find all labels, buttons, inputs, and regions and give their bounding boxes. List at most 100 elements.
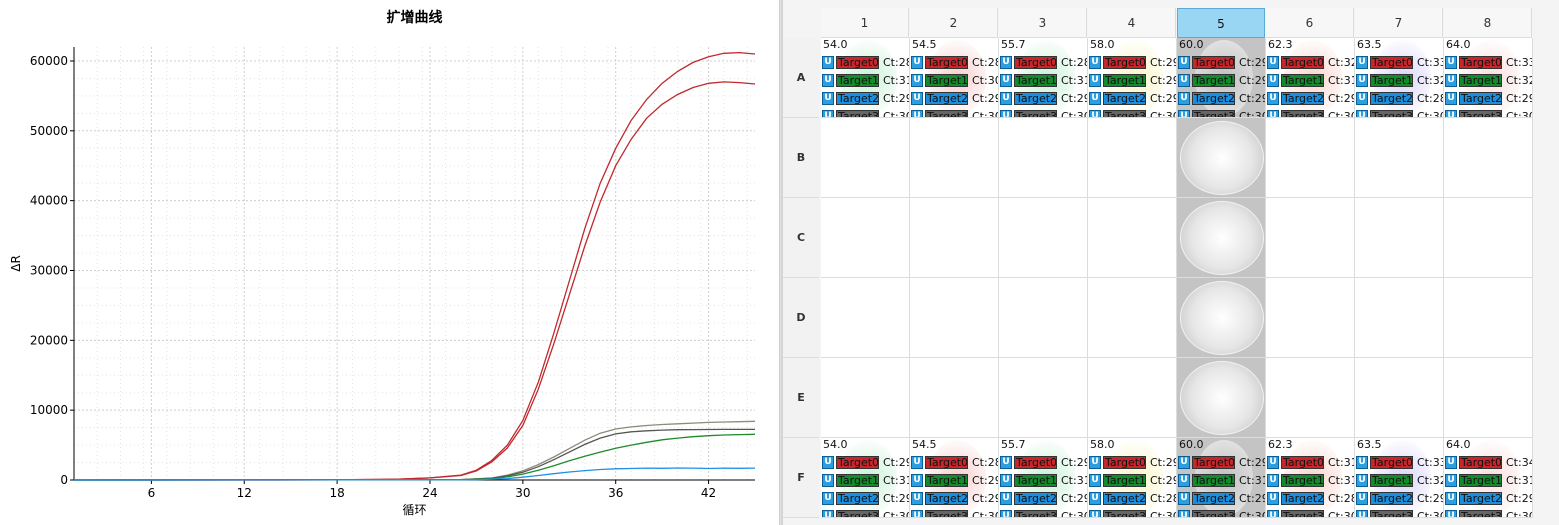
well-A7[interactable]: 63.5 U Target0 Ct:33 U Target1 Ct:32 U Target2 Ct… — [1355, 38, 1444, 118]
row-header-C[interactable]: C — [783, 198, 819, 278]
well-C5[interactable] — [1177, 198, 1266, 278]
unknown-sample-badge: U — [1445, 74, 1457, 87]
row-header-A[interactable]: A — [783, 38, 819, 118]
well-B7[interactable] — [1355, 118, 1444, 198]
unknown-sample-badge: U — [1000, 110, 1012, 117]
series-line-0[interactable] — [74, 51, 756, 481]
well-D2[interactable] — [910, 278, 999, 358]
series-line-4[interactable] — [73, 433, 756, 481]
column-header-7[interactable]: 7 — [1355, 8, 1443, 38]
target-label: Target2 — [836, 92, 879, 105]
column-header-4[interactable]: 4 — [1088, 8, 1176, 38]
column-header-2[interactable]: 2 — [910, 8, 998, 38]
ct-value: Ct:31 — [1061, 74, 1088, 87]
unknown-sample-badge: U — [1000, 56, 1012, 69]
ct-value: Ct:31 — [1239, 474, 1266, 487]
well-temperature: 55.7 — [1001, 438, 1026, 451]
well-B5[interactable] — [1177, 118, 1266, 198]
well-B6[interactable] — [1266, 118, 1355, 198]
ct-value: Ct:29 — [1150, 74, 1177, 87]
unknown-sample-badge: U — [1445, 92, 1457, 105]
target-label: Target1 — [1459, 474, 1502, 487]
column-header-8[interactable]: 8 — [1444, 8, 1532, 38]
plate-layout-panel: 1 2 3 4 5 6 7 8 A 54.0 U Target0 Ct:28 U Target1 Ct:31 U… — [783, 0, 1559, 525]
column-header-3[interactable]: 3 — [999, 8, 1087, 38]
well-E6[interactable] — [1266, 358, 1355, 438]
target-label: Target1 — [836, 74, 879, 87]
well-E4[interactable] — [1088, 358, 1177, 438]
well-F7[interactable]: 63.5 U Target0 Ct:33 U Target1 Ct:32 U Target2 Ct… — [1355, 438, 1444, 518]
well-F5[interactable]: 60.0 U Target0 Ct:29 U Target1 Ct:31 U Target2 Ct… — [1177, 438, 1266, 518]
well-B4[interactable] — [1088, 118, 1177, 198]
target-row: U Target1 Ct:30 — [911, 73, 998, 89]
well-F2[interactable]: 54.5 U Target0 Ct:28 U Target1 Ct:29 U Target2 Ct… — [910, 438, 999, 518]
well-D7[interactable] — [1355, 278, 1444, 358]
panel-splitter[interactable] — [779, 0, 784, 525]
well-temperature: 55.7 — [1001, 38, 1026, 51]
column-header-1[interactable]: 1 — [821, 8, 909, 38]
well-B1[interactable] — [821, 118, 910, 198]
well-E2[interactable] — [910, 358, 999, 438]
series-line-3[interactable] — [73, 428, 755, 481]
well-E5[interactable] — [1177, 358, 1266, 438]
well-B8[interactable] — [1444, 118, 1533, 198]
unknown-sample-badge: U — [1089, 56, 1101, 69]
unknown-sample-badge: U — [1356, 510, 1368, 517]
y-tick-label: 10000 — [30, 403, 68, 417]
well-F3[interactable]: 55.7 U Target0 Ct:29 U Target1 Ct:31 U Target2 Ct… — [999, 438, 1088, 518]
well-temperature: 63.5 — [1357, 38, 1382, 51]
well-temperature: 62.3 — [1268, 438, 1293, 451]
series-line-2[interactable] — [73, 420, 756, 481]
well-E7[interactable] — [1355, 358, 1444, 438]
plate-scrollbar[interactable] — [1535, 8, 1559, 525]
well-A3[interactable]: 55.7 U Target0 Ct:28 U Target1 Ct:31 U Target2 Ct… — [999, 38, 1088, 118]
well-D5[interactable] — [1177, 278, 1266, 358]
well-E1[interactable] — [821, 358, 910, 438]
well-E8[interactable] — [1444, 358, 1533, 438]
well-A4[interactable]: 58.0 U Target0 Ct:29 U Target1 Ct:29 U Target2 Ct… — [1088, 38, 1177, 118]
well-F4[interactable]: 58.0 U Target0 Ct:29 U Target1 Ct:29 U Target2 Ct… — [1088, 438, 1177, 518]
well-C6[interactable] — [1266, 198, 1355, 278]
well-D8[interactable] — [1444, 278, 1533, 358]
well-A2[interactable]: 54.5 U Target0 Ct:28 U Target1 Ct:30 U Target2 Ct… — [910, 38, 999, 118]
well-F1[interactable]: 54.0 U Target0 Ct:29 U Target1 Ct:31 U Target2 Ct… — [821, 438, 910, 518]
target-label: Target3 — [1014, 110, 1057, 117]
target-row: U Target3 Ct:30 — [1178, 509, 1265, 517]
well-D3[interactable] — [999, 278, 1088, 358]
column-header-6[interactable]: 6 — [1266, 8, 1354, 38]
well-D6[interactable] — [1266, 278, 1355, 358]
well-B3[interactable] — [999, 118, 1088, 198]
well-E3[interactable] — [999, 358, 1088, 438]
well-B2[interactable] — [910, 118, 999, 198]
well-C4[interactable] — [1088, 198, 1177, 278]
well-F8[interactable]: 64.0 U Target0 Ct:34 U Target1 Ct:31 U Target2 Ct… — [1444, 438, 1533, 518]
well-F6[interactable]: 62.3 U Target0 Ct:31 U Target1 Ct:31 U Target2 Ct… — [1266, 438, 1355, 518]
row-header-F[interactable]: F — [783, 438, 819, 518]
target-row: U Target2 Ct:29 — [911, 91, 998, 107]
well-A6[interactable]: 62.3 U Target0 Ct:32 U Target1 Ct:31 U Target2 Ct… — [1266, 38, 1355, 118]
target-label: Target1 — [1014, 74, 1057, 87]
series-line-1[interactable] — [74, 81, 756, 481]
ct-value: Ct:30 — [1328, 510, 1355, 518]
column-header-5[interactable]: 5 — [1177, 8, 1265, 38]
well-D4[interactable] — [1088, 278, 1177, 358]
amplification-chart[interactable]: 6 12 18 24 30 36 42 0 10000 20000 30000 40000 50000 6… — [0, 0, 779, 525]
well-A1[interactable]: 54.0 U Target0 Ct:28 U Target1 Ct:31 U Target2 Ct… — [821, 38, 910, 118]
row-header-E[interactable]: E — [783, 358, 819, 438]
ct-value: Ct:31 — [883, 474, 910, 487]
well-C3[interactable] — [999, 198, 1088, 278]
row-header-D[interactable]: D — [783, 278, 819, 358]
well-A8[interactable]: 64.0 U Target0 Ct:33 U Target1 Ct:32 U Target2 Ct… — [1444, 38, 1533, 118]
well-C2[interactable] — [910, 198, 999, 278]
well-temperature: 63.5 — [1357, 438, 1382, 451]
target-row: U Target3 Ct:30 — [1089, 109, 1176, 117]
well-C7[interactable] — [1355, 198, 1444, 278]
well-D1[interactable] — [821, 278, 910, 358]
well-C1[interactable] — [821, 198, 910, 278]
well-A5[interactable]: 60.0 U Target0 Ct:29 U Target1 Ct:29 U Target2 Ct… — [1177, 38, 1266, 118]
ct-value: Ct:29 — [1506, 492, 1533, 505]
row-header-B[interactable]: B — [783, 118, 819, 198]
well-C8[interactable] — [1444, 198, 1533, 278]
unknown-sample-badge: U — [1445, 110, 1457, 117]
series-line-5[interactable] — [73, 467, 756, 481]
